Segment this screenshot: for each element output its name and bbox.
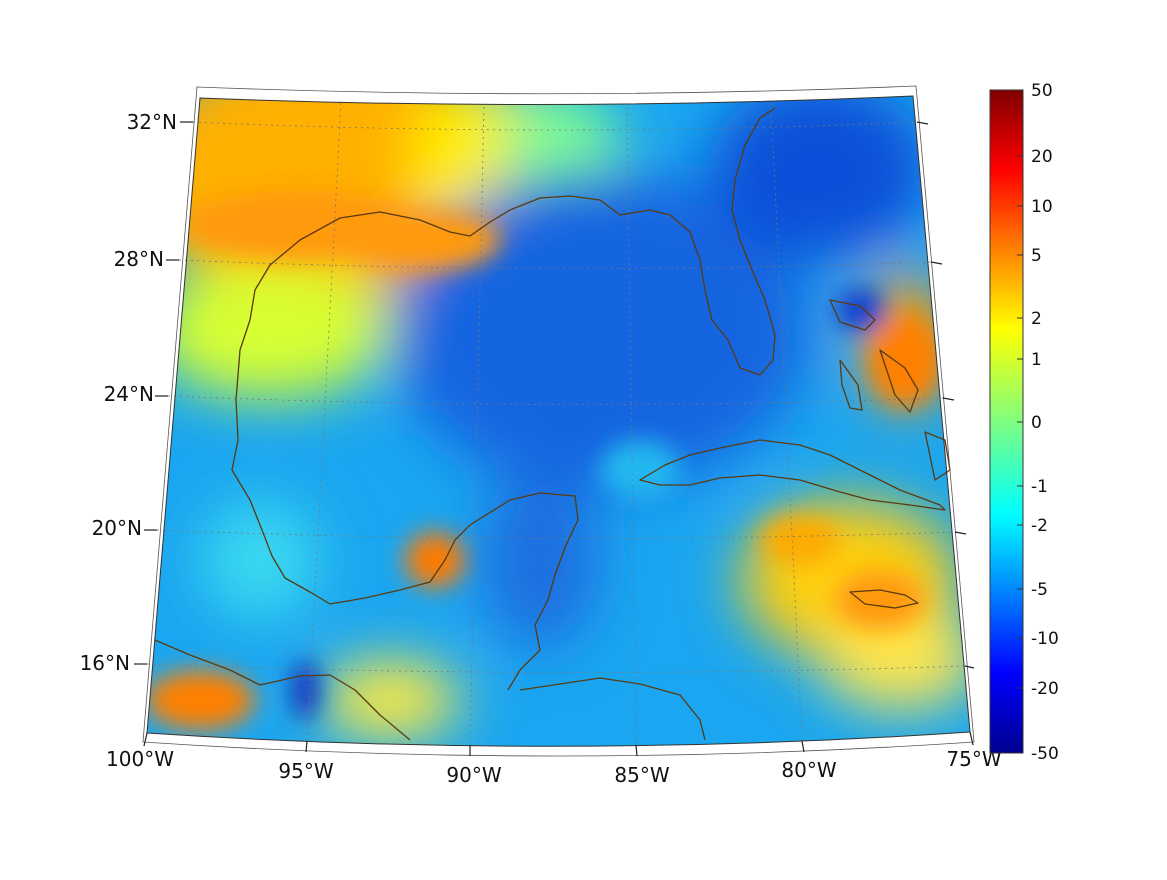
colorbar-tick-label: 5 [1031, 246, 1042, 266]
colorbar-tick-label: -50 [1031, 744, 1059, 764]
colorbar-tick-label: 20 [1031, 147, 1053, 167]
bahamas-coastline [829, 299, 876, 331]
tick-lon [969, 731, 974, 746]
bahamas-coastline [839, 359, 863, 411]
honduras-coastline [519, 677, 706, 741]
tick-lon [801, 740, 805, 753]
colorbar-tick-label: 1 [1031, 350, 1042, 370]
longitude-labels: 100°W 95°W 90°W 85°W 80°W 75°W [106, 747, 1002, 787]
bahamas-coastline [879, 349, 919, 413]
colorbar-tick-label: 2 [1031, 309, 1042, 329]
colorbar-labels: 50 20 10 5 2 1 0 -1 -2 -5 -10 -20 -50 [1031, 81, 1059, 764]
tick-lat [942, 397, 955, 401]
tick-lat [916, 121, 929, 125]
colorbar-ticks [1017, 155, 1023, 689]
tick-lon [143, 732, 148, 747]
lat-label: 24°N [104, 382, 154, 406]
tick-lon [305, 740, 308, 753]
tick-lat [930, 261, 943, 265]
gulf-coastline [231, 399, 579, 691]
colorbar-tick-label: 0 [1031, 413, 1042, 433]
tick-lon [635, 744, 638, 757]
lat-label: 28°N [114, 247, 164, 271]
central-america-coastline [154, 639, 411, 741]
lat-label: 20°N [92, 516, 142, 540]
tick-lat [954, 531, 967, 535]
map-field [147, 96, 970, 747]
grid-line-lat [156, 529, 956, 539]
colorbar-tick-label: -2 [1031, 516, 1048, 536]
colorbar-tick-label: 50 [1031, 81, 1053, 101]
grid-line-lon [626, 106, 637, 746]
colorbar-tick-label: 10 [1031, 197, 1053, 217]
coastlines [154, 107, 951, 741]
grid-line-lon [469, 106, 485, 746]
map-frame-outer [142, 85, 975, 757]
lon-label: 100°W [106, 747, 174, 771]
latitude-labels: 32°N 28°N 24°N 20°N 16°N [80, 110, 177, 675]
frame-ticks [134, 121, 975, 757]
lat-label: 16°N [80, 651, 130, 675]
grid-line-lon [306, 102, 342, 742]
jamaica-coastline [849, 589, 919, 609]
lon-label: 95°W [278, 759, 333, 783]
lon-label: 80°W [781, 758, 836, 782]
colorbar: 50 20 10 5 2 1 0 -1 -2 -5 -10 -20 -50 [989, 81, 1059, 764]
tick-lat [964, 665, 975, 669]
lon-label: 85°W [614, 763, 669, 787]
grid-line-lon [770, 102, 803, 742]
lon-label: 90°W [446, 763, 501, 787]
lat-label: 32°N [127, 110, 177, 134]
grid-line-lat [192, 121, 918, 131]
cuba-coastline [639, 439, 946, 511]
colorbar-tick-label: -20 [1031, 679, 1059, 699]
map-frame [146, 95, 971, 747]
colorbar-tick-label: -1 [1031, 477, 1048, 497]
colorbar-tick-label: -5 [1031, 580, 1048, 600]
grid-line-lat [146, 663, 966, 673]
colorbar-tick-label: -10 [1031, 629, 1059, 649]
texas-louisiana-coastline [235, 107, 776, 401]
